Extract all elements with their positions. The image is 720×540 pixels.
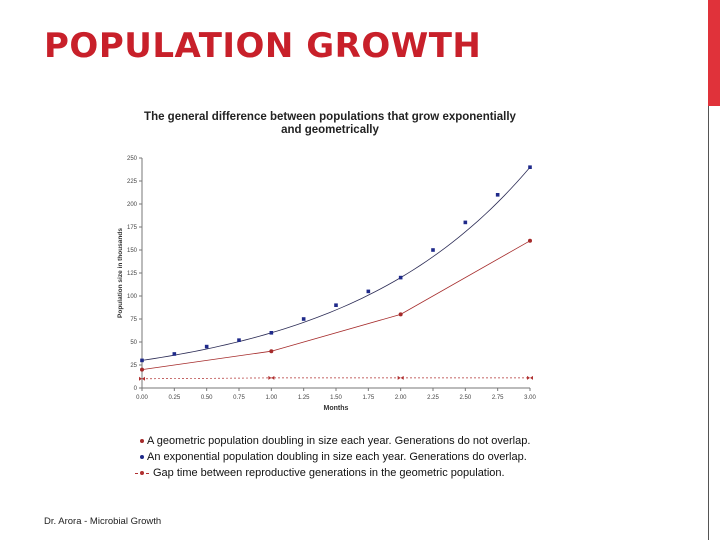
- exponential-data-point: [269, 331, 274, 335]
- y-tick-label: 125: [127, 271, 138, 277]
- exponential-data-point: [237, 338, 241, 342]
- legend-item-gap-time: Gap time between reproductive generation…: [135, 465, 565, 481]
- geometric-data-point: [269, 349, 274, 354]
- y-tick-label: 25: [130, 363, 137, 369]
- exponential-data-point: [463, 220, 468, 225]
- y-tick-label: 200: [127, 202, 138, 208]
- x-tick-label: 0.50: [201, 395, 213, 401]
- gap-time-arrow-marker: [400, 375, 404, 380]
- legend-marker-geometric: [135, 436, 147, 446]
- y-tick-label: 175: [127, 225, 138, 231]
- x-tick-label: 2.50: [459, 395, 471, 401]
- geometric-series-line: [141, 240, 531, 370]
- x-tick-label: 0.25: [168, 395, 180, 401]
- exponential-data-point: [172, 352, 177, 356]
- exponential-data-point: [334, 303, 338, 307]
- x-tick-label: 0.75: [233, 395, 245, 401]
- x-tick-label: 2.00: [395, 395, 407, 401]
- accent-bar: [708, 0, 720, 106]
- legend-label-exponential: An exponential population doubling in si…: [147, 451, 527, 463]
- exponential-data-point: [140, 358, 144, 363]
- gap-time-arrow-marker: [271, 375, 275, 380]
- exponential-data-point: [528, 165, 532, 169]
- y-tick-label: 75: [130, 317, 137, 323]
- x-tick-label: 1.50: [330, 395, 342, 401]
- legend-item-exponential: An exponential population doubling in si…: [135, 449, 565, 465]
- slide-footer: Dr. Arora - Microbial Growth: [44, 516, 162, 527]
- exponential-series-line: [141, 166, 531, 361]
- x-tick-label: 2.75: [492, 395, 504, 401]
- geometric-data-point: [140, 367, 144, 372]
- y-axis-label: Population size in thousands: [117, 228, 124, 318]
- right-divider: [708, 106, 709, 540]
- x-tick-label: 3.00: [524, 395, 536, 401]
- gap-time-arrow-marker: [397, 375, 401, 380]
- chart-legend: A geometric population doubling in size …: [135, 433, 565, 481]
- legend-marker-exponential: [135, 452, 147, 462]
- y-tick-label: 0: [134, 386, 138, 392]
- exponential-data-point: [431, 248, 435, 252]
- x-axis-label: Months: [324, 405, 349, 412]
- geometric-data-point: [398, 312, 403, 317]
- chart-title-line-1: The general difference between populatio…: [144, 111, 516, 123]
- y-tick-label: 225: [127, 179, 138, 185]
- gap-time-arrow-marker: [530, 375, 533, 380]
- exponential-data-point: [398, 275, 403, 280]
- legend-item-geometric: A geometric population doubling in size …: [135, 433, 565, 449]
- gap-time-series-line: [141, 377, 530, 380]
- y-tick-label: 100: [127, 294, 138, 300]
- exponential-data-point: [366, 289, 371, 294]
- gap-time-arrow-marker: [142, 376, 145, 381]
- x-tick-label: 1.75: [362, 395, 374, 401]
- x-tick-label: 1.25: [298, 395, 310, 401]
- x-tick-label: 0.00: [136, 395, 148, 401]
- legend-label-geometric: A geometric population doubling in size …: [147, 435, 531, 447]
- gap-time-arrow-marker: [139, 376, 142, 381]
- chart-title: The general difference between populatio…: [120, 111, 540, 137]
- y-tick-label: 150: [127, 248, 138, 254]
- gap-time-arrow-marker: [268, 375, 272, 380]
- x-tick-label: 2.25: [427, 395, 439, 401]
- chart-title-line-2: and geometrically: [281, 124, 379, 136]
- legend-label-gap-time: Gap time between reproductive generation…: [153, 467, 505, 479]
- exponential-data-point: [301, 317, 306, 321]
- geometric-data-point: [528, 238, 532, 243]
- gap-time-arrow-marker: [527, 375, 530, 380]
- exponential-data-point: [204, 344, 209, 349]
- legend-marker-gap-time: [135, 468, 153, 478]
- y-tick-label: 50: [130, 340, 137, 346]
- y-tick-label: 250: [127, 156, 138, 162]
- x-tick-label: 1.00: [265, 395, 277, 401]
- slide-title: POPULATION GROWTH: [44, 26, 482, 66]
- exponential-data-point: [495, 193, 500, 197]
